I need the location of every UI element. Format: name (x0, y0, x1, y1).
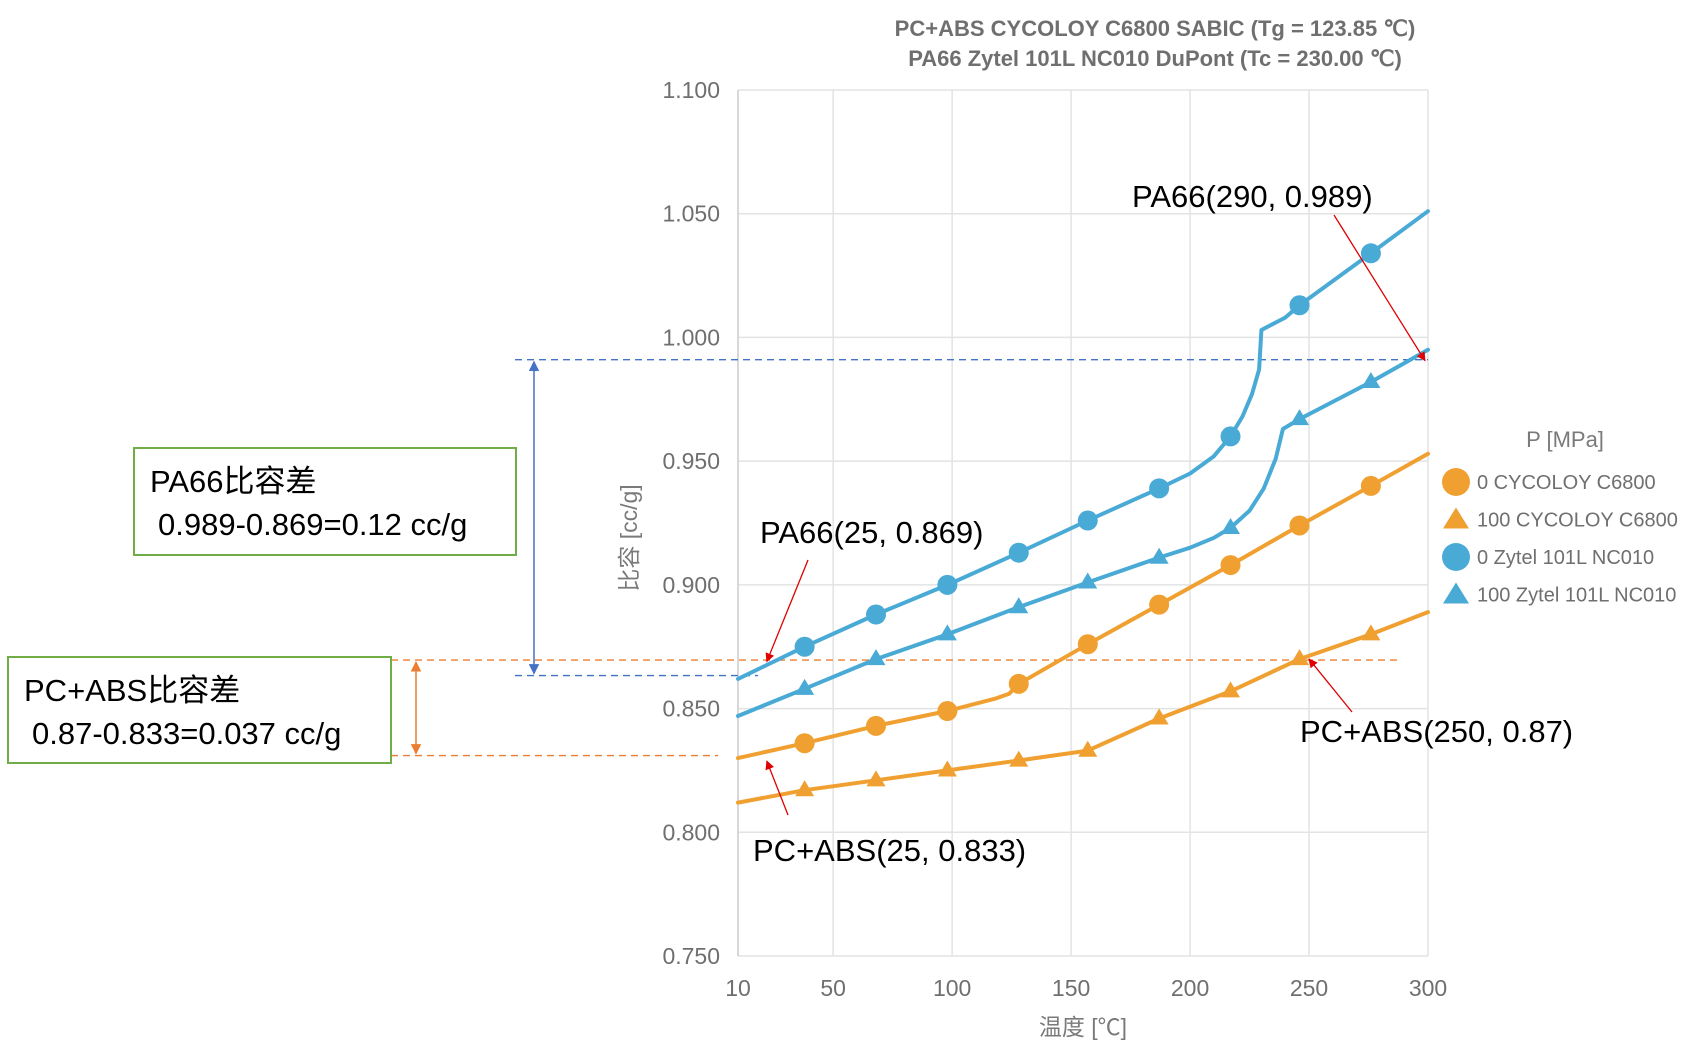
x-axis-label: 温度 [℃] (1039, 1014, 1127, 1040)
y-tick-label: 0.850 (662, 696, 720, 722)
series-0-point (794, 733, 815, 754)
annotation-pcabs-250: PC+ABS(250, 0.87) (1300, 714, 1573, 749)
series-3-point (937, 624, 957, 641)
series-1-point (1009, 750, 1029, 767)
y-tick-label: 0.950 (662, 448, 720, 474)
annotation-arrow (1333, 214, 1426, 362)
annotation-pa66-290: PA66(290, 0.989) (1132, 179, 1373, 214)
series-3-point (1149, 547, 1169, 564)
pa66-diff-box (133, 447, 517, 556)
chart-title-line-1: PC+ABS CYCOLOY C6800 SABIC (Tg = 123.85 … (895, 16, 1416, 41)
series-0-point (1289, 515, 1310, 536)
annotation-arrow (1308, 658, 1353, 713)
series-2-point (866, 604, 886, 625)
pa66-diff-title: PA66比容差 (150, 464, 317, 499)
legend-label: 100 Zytel 101L NC010 (1477, 585, 1676, 607)
tick-labels: 0.750 0.800 0.850 0.900 0.950 1.000 1.050 1.100… (662, 77, 1447, 1001)
pa66-diff-formula: 0.989-0.869=0.12 cc/g (158, 507, 467, 542)
legend-marker-triangle (1443, 507, 1469, 529)
difference-boxes: PA66比容差 0.989-0.869=0.12 cc/g PC+ABS比容差 … (7, 447, 517, 764)
guide-lines (391, 359, 1428, 757)
series-1-point (1221, 681, 1241, 698)
legend-label: 0 Zytel 101L NC010 (1477, 547, 1654, 569)
legend-label: 0 CYCOLOY C6800 (1477, 472, 1656, 494)
y-tick-label: 0.750 (662, 943, 720, 969)
x-tick-label: 300 (1409, 975, 1447, 1001)
series-3-point (795, 678, 815, 695)
x-tick-label: 50 (820, 975, 846, 1001)
y-tick-label: 1.100 (662, 77, 720, 103)
series-1-point (1149, 708, 1169, 725)
x-tick-label: 150 (1052, 975, 1090, 1001)
series-3-point (1009, 597, 1029, 614)
series-1-point (1078, 740, 1098, 757)
annotation-pcabs-25: PC+ABS(25, 0.833) (753, 833, 1026, 868)
series-2-point (1077, 510, 1098, 531)
legend-marker-circle (1442, 543, 1470, 571)
pcabs-diff-title: PC+ABS比容差 (24, 673, 240, 708)
series-2-point (937, 574, 958, 595)
legend-label: 100 CYCOLOY C6800 (1477, 510, 1678, 532)
series-1-point (795, 780, 815, 797)
series-3-point (866, 649, 886, 666)
series (736, 209, 1430, 805)
series-1-point (937, 760, 957, 777)
legend-title: P [MPa] (1526, 427, 1604, 452)
x-tick-label: 100 (933, 975, 971, 1001)
chart-title-line-2: PA66 Zytel 101L NC010 DuPont (Tc = 230.0… (908, 46, 1402, 71)
annotation-arrow (765, 559, 809, 663)
series-3-point (1361, 372, 1381, 389)
y-tick-label: 1.050 (662, 201, 720, 227)
series-line-0 (736, 451, 1430, 761)
legend-marker-triangle (1443, 582, 1469, 604)
series-0-point (1149, 594, 1170, 615)
x-tick-label: 10 (725, 975, 751, 1001)
legend-marker-circle (1442, 468, 1470, 496)
legend: P [MPa] 0 CYCOLOY C6800 100 CYCOLOY C6800… (1442, 427, 1678, 607)
x-tick-label: 250 (1290, 975, 1328, 1001)
y-tick-label: 1.000 (662, 324, 720, 350)
series-0-point (1077, 634, 1098, 655)
series-0-point (1220, 555, 1241, 576)
series-0-point (1360, 475, 1381, 496)
series-2-point (794, 636, 815, 657)
pcabs-diff-box (7, 656, 392, 764)
series-line-3 (736, 347, 1430, 718)
y-tick-label: 0.900 (662, 572, 720, 598)
series-3-point (1290, 409, 1310, 426)
series-3-point (1078, 572, 1098, 589)
x-tick-label: 200 (1171, 975, 1209, 1001)
series-2-point (1360, 243, 1381, 264)
series-0-point (937, 701, 958, 722)
series-3-point (1221, 518, 1241, 535)
series-2-point (1289, 295, 1310, 316)
annotations: PA66(290, 0.989) PA66(25, 0.869) PC+ABS(… (753, 179, 1573, 868)
annotation-pa66-25: PA66(25, 0.869) (760, 515, 983, 550)
series-2-point (1149, 478, 1170, 499)
y-tick-label: 0.800 (662, 819, 720, 845)
series-2-point (1220, 426, 1241, 447)
annotation-arrow (765, 760, 789, 816)
series-0-point (1008, 673, 1029, 694)
y-axis-label: 比容 [cc/g] (616, 484, 642, 591)
series-1-point (1290, 649, 1310, 666)
pcabs-diff-formula: 0.87-0.833=0.037 cc/g (32, 716, 341, 751)
series-1-point (1361, 624, 1381, 641)
series-2-point (1008, 542, 1029, 563)
series-0-point (866, 715, 886, 736)
series-1-point (866, 770, 886, 787)
series-line-2 (736, 209, 1430, 681)
